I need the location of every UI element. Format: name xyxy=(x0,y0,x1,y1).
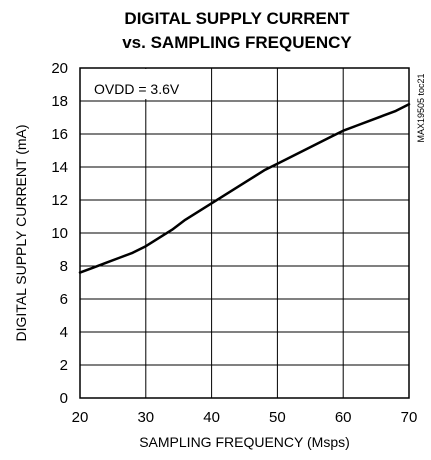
y-tick-labels: 0 2 4 6 8 10 12 14 16 18 20 xyxy=(51,60,68,407)
y-tick-label-5: 10 xyxy=(51,225,68,242)
chart-title-line-2: vs. SAMPLING FREQUENCY xyxy=(122,33,352,52)
y-tick-label-4: 8 xyxy=(60,258,68,275)
x-axis-label: SAMPLING FREQUENCY (Msps) xyxy=(139,434,350,450)
y-tick-label-10: 20 xyxy=(51,60,68,77)
side-label: MAX19505 toc21 xyxy=(416,73,426,142)
x-tick-label-0: 20 xyxy=(72,409,89,426)
y-tick-label-3: 6 xyxy=(60,291,68,308)
y-tick-label-2: 4 xyxy=(60,324,68,341)
y-tick-label-8: 16 xyxy=(51,126,68,143)
grid xyxy=(80,68,409,398)
series-line xyxy=(78,103,411,274)
x-tick-label-3: 50 xyxy=(269,409,286,426)
y-tick-label-1: 2 xyxy=(60,357,68,374)
y-tick-label-0: 0 xyxy=(60,390,68,407)
x-tick-label-4: 60 xyxy=(335,409,352,426)
y-tick-label-9: 18 xyxy=(51,93,68,110)
x-tick-label-2: 40 xyxy=(203,409,220,426)
x-tick-label-5: 70 xyxy=(401,409,418,426)
y-axis-label: DIGITAL SUPPLY CURRENT (mA) xyxy=(13,124,29,341)
y-tick-label-7: 14 xyxy=(51,159,68,176)
condition-annotation: OVDD = 3.6V xyxy=(94,81,180,97)
plot-frame xyxy=(79,67,410,399)
chart-title-line-1: DIGITAL SUPPLY CURRENT xyxy=(124,9,350,28)
y-tick-label-6: 12 xyxy=(51,192,68,209)
x-tick-labels: 20 30 40 50 60 70 xyxy=(72,409,418,426)
annotation-background xyxy=(81,69,189,99)
x-tick-label-1: 30 xyxy=(137,409,154,426)
